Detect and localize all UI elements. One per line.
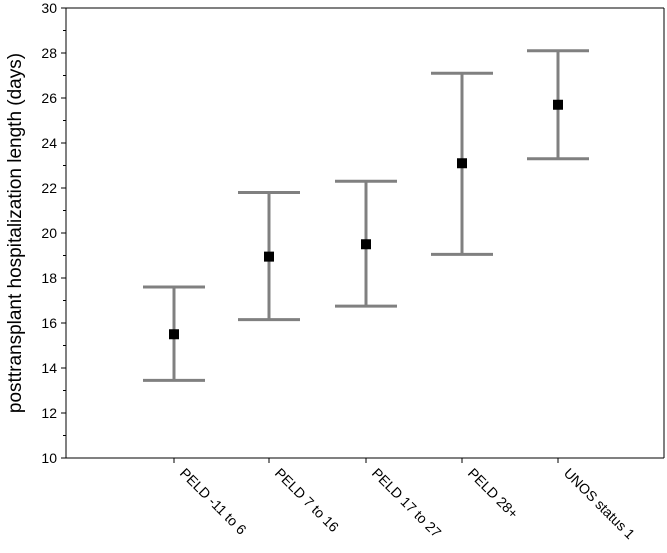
y-tick-label: 10 (41, 450, 57, 466)
x-tick-label: PELD 28+ (465, 465, 522, 522)
mean-marker (457, 158, 467, 169)
y-tick-label: 12 (41, 405, 57, 421)
y-axis-title: posttransplant hospitalization length (d… (5, 53, 26, 413)
y-tick-label: 24 (41, 135, 57, 151)
y-tick-label: 20 (41, 225, 57, 241)
y-tick-label: 18 (41, 270, 57, 286)
mean-marker (264, 251, 274, 262)
error-bar-series (143, 49, 589, 382)
y-tick-label: 14 (41, 360, 57, 376)
y-tick-label: 30 (41, 0, 57, 16)
y-tick-label: 22 (41, 180, 57, 196)
x-tick-label: PELD 7 to 16 (272, 465, 342, 535)
y-tick-label: 28 (41, 45, 57, 61)
x-tick-label: UNOS status 1 (561, 465, 638, 542)
mean-marker (169, 329, 179, 340)
x-tick-label: PELD 17 to 27 (369, 465, 445, 541)
x-tick-label: PELD -11 to 6 (177, 465, 250, 538)
mean-marker (553, 99, 563, 110)
y-tick-label: 16 (41, 315, 57, 331)
y-tick-label: 26 (41, 90, 57, 106)
y-axis: 10 12 14 16 18 20 22 24 26 28 30 (41, 0, 665, 466)
x-axis: PELD -11 to 6 PELD 7 to 16 PELD 17 to 27 PE… (66, 457, 664, 542)
mean-marker (361, 239, 371, 250)
